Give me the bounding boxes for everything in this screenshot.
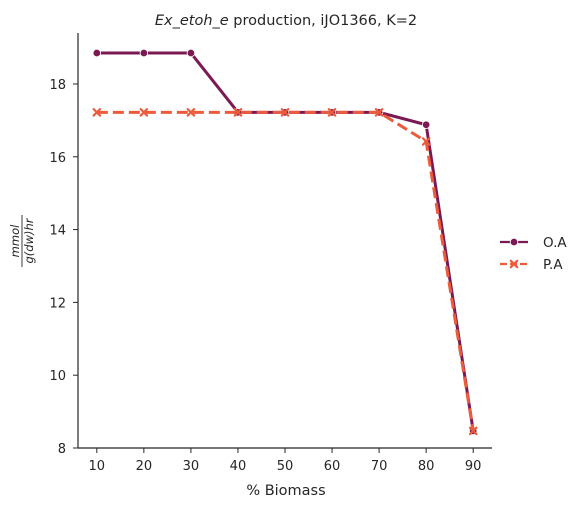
y-ticks: 8 10 12 14 16 18	[49, 78, 78, 457]
data-point	[374, 108, 384, 117]
y-tick-label: 8	[58, 442, 66, 457]
data-point	[139, 48, 149, 58]
data-point	[186, 48, 196, 58]
x-tick-label: 30	[183, 459, 200, 474]
x-tick-label: 70	[371, 459, 388, 474]
y-tick-label: 16	[49, 151, 66, 166]
y-axis-label: mmol g(dw)hr	[8, 215, 36, 267]
series-p-a	[92, 108, 478, 436]
legend-marker	[509, 237, 519, 247]
x-tick-label: 80	[418, 459, 435, 474]
legend: O.A P.A	[500, 235, 567, 273]
x-tick-label: 20	[136, 459, 153, 474]
legend-marker	[509, 259, 519, 269]
data-point	[327, 108, 337, 117]
x-tick-label: 50	[277, 459, 294, 474]
chart-title-rest: production, iJO1366, K=2	[229, 13, 417, 29]
y-tick-label: 18	[49, 78, 66, 93]
x-tick-label: 60	[324, 459, 341, 474]
series-o-a	[92, 48, 478, 436]
legend-label: O.A	[543, 235, 567, 251]
data-point	[280, 108, 290, 117]
data-point	[92, 108, 102, 117]
y-tick-label: 14	[49, 224, 66, 239]
x-tick-label: 10	[89, 459, 106, 474]
series-line	[96, 110, 475, 432]
data-point	[92, 48, 102, 58]
x-tick-label: 40	[230, 459, 247, 474]
chart-title: Ex_etoh_e production, iJO1366, K=2	[155, 13, 417, 29]
x-axis-title: % Biomass	[246, 483, 325, 499]
y-tick-label: 10	[49, 369, 66, 384]
legend-label: P.A	[543, 257, 563, 273]
y-axis-label-numerator: mmol	[8, 224, 22, 257]
data-point	[421, 137, 431, 146]
y-axis-label-denominator: g(dw)hr	[22, 217, 36, 263]
series-layer	[92, 48, 478, 436]
x-tick-label: 90	[465, 459, 482, 474]
data-point	[421, 120, 431, 129]
data-point	[139, 108, 149, 117]
y-tick-label: 12	[49, 296, 66, 311]
chart-title-italic: Ex_etoh_e	[155, 13, 229, 29]
legend-item: O.A	[500, 235, 567, 251]
data-point	[233, 108, 243, 117]
legend-item: P.A	[500, 257, 563, 273]
data-point	[468, 426, 478, 436]
x-ticks: 10 20 30 40 50 60 70 80 90	[89, 448, 482, 474]
data-point	[186, 108, 196, 117]
